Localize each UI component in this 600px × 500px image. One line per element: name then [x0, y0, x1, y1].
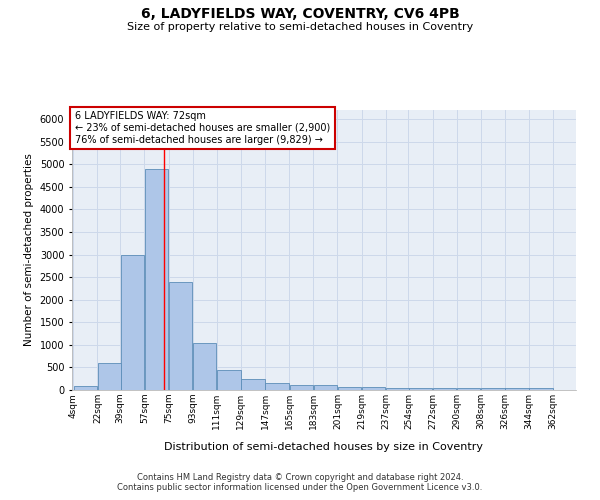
Bar — [145, 168, 168, 390]
Bar — [169, 282, 192, 390]
Bar — [265, 383, 289, 390]
Text: Size of property relative to semi-detached houses in Coventry: Size of property relative to semi-detach… — [127, 22, 473, 32]
Text: Contains public sector information licensed under the Open Government Licence v3: Contains public sector information licen… — [118, 482, 482, 492]
Bar — [290, 386, 313, 390]
Bar — [241, 378, 265, 390]
Text: Distribution of semi-detached houses by size in Coventry: Distribution of semi-detached houses by … — [164, 442, 484, 452]
Text: 6 LADYFIELDS WAY: 72sqm
← 23% of semi-detached houses are smaller (2,900)
76% of: 6 LADYFIELDS WAY: 72sqm ← 23% of semi-de… — [74, 112, 330, 144]
Bar — [98, 363, 121, 390]
Bar — [338, 386, 361, 390]
Bar — [121, 254, 144, 390]
Bar — [386, 388, 409, 390]
Bar — [362, 386, 385, 390]
Text: 6, LADYFIELDS WAY, COVENTRY, CV6 4PB: 6, LADYFIELDS WAY, COVENTRY, CV6 4PB — [140, 8, 460, 22]
Bar — [409, 388, 432, 390]
Bar — [314, 386, 337, 390]
Bar — [505, 388, 529, 390]
Bar — [217, 370, 241, 390]
Bar — [433, 388, 457, 390]
Text: Contains HM Land Registry data © Crown copyright and database right 2024.: Contains HM Land Registry data © Crown c… — [137, 472, 463, 482]
Y-axis label: Number of semi-detached properties: Number of semi-detached properties — [24, 154, 34, 346]
Bar — [193, 342, 217, 390]
Bar — [529, 388, 553, 390]
Bar — [74, 386, 97, 390]
Bar — [457, 388, 481, 390]
Bar — [481, 388, 505, 390]
